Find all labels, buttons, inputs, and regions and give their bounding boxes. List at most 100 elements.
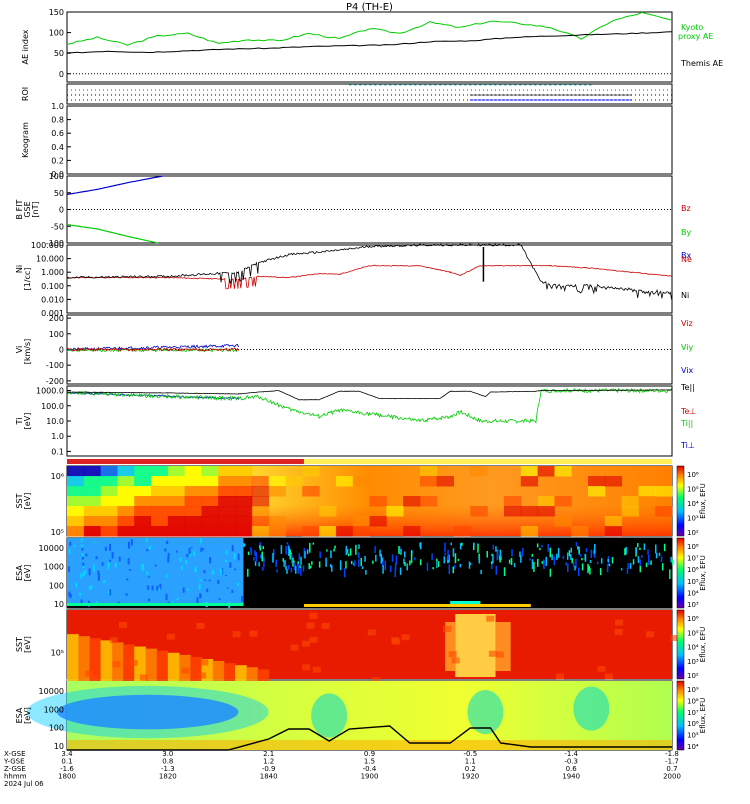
esa-ion-panel-texture [237,582,240,587]
esa-ion-panel-tail-noise [599,568,602,576]
esa-ion-panel-tail-noise [596,561,599,565]
esa-ion-panel-texture [81,556,84,560]
sst-ion-panel-cell [184,496,202,507]
b-fit-panel-ytick-label: 100 [49,172,64,181]
sst-ion-panel-cell [134,526,152,537]
sst-ion-panel-cell [386,506,404,517]
esa-ion-panel-texture [128,569,131,571]
esa-ion-panel-texture [224,560,227,563]
esa-ion-panel-texture [187,588,190,591]
sst-ion-panel-cell [218,516,236,527]
time-tick-y: 0.8 [162,758,173,766]
esa-ion-panel-tail-noise [556,553,558,561]
sst-electron-panel-colorbar-tick: 10⁵ [687,629,699,637]
sst-electron-panel-cell [100,640,113,710]
sst-ion-panel-cell [184,466,202,477]
keogram-panel-frame [66,105,673,175]
sst-electron-panel-texture [392,638,401,645]
sst-ion-panel-cell [100,526,118,537]
sst-ion-panel-cell [151,466,169,477]
esa-ion-panel-tail-noise [670,556,672,563]
esa-electron-panel-colorbar-tick: 10⁹ [687,686,699,694]
sst-ion-panel-cell [571,526,589,537]
sst-ion-panel-cell [335,526,354,537]
esa-ion-panel-texture [206,588,209,593]
time-tick-time: 1820 [159,773,177,781]
sst-ion-panel-cell [520,466,539,477]
esa-ion-panel-ytick-label: 10000 [39,544,64,553]
keogram-panel-ytick-label: 0.8 [51,116,64,125]
esa-ion-panel-tail-noise [302,565,305,572]
esa-ion-panel-texture [109,543,112,551]
sst-electron-panel-texture [196,622,205,629]
ae-index-panel-ytick-label: 0 [59,70,64,79]
sst-electron-panel-texture [198,672,207,679]
esa-ion-panel-tail-noise [276,569,278,573]
time-tick-z: -0.4 [363,765,377,773]
sst-ion-panel-cell [117,466,135,477]
esa-ion-panel-texture [85,553,88,557]
esa-ion-panel-texture [93,541,96,544]
sst-ion-panel-cell [67,496,85,507]
esa-ion-panel-texture [226,587,229,589]
esa-ion-panel-tail-noise [263,557,265,568]
sst-ion-panel-cell [67,526,85,537]
mode-bar-red [67,459,304,464]
esa-ion-panel-texture [109,559,112,562]
esa-ion-panel-texture [126,578,129,581]
axis-row-label: Z-GSE [4,765,26,773]
esa-ion-panel-tail-noise [346,548,349,554]
sst-electron-panel-texture [614,619,623,626]
sst-electron-panel-texture [309,636,318,643]
sst-ion-panel-cell [151,476,169,487]
esa-ion-panel-tail-noise [403,551,406,558]
esa-ion-panel-tail-noise [345,561,347,569]
roi-panel-ylabel: ROI [21,87,30,101]
esa-ion-panel-tail-noise [533,562,535,572]
esa-ion-panel-texture [167,601,170,604]
esa-ion-panel-tail-noise [577,546,579,550]
esa-ion-panel-tail-noise [661,563,664,571]
sst-electron-panel-texture [306,622,315,629]
sst-electron-panel-texture [232,631,241,638]
esa-ion-panel-tail-noise [247,568,249,577]
esa-ion-panel-texture [190,546,193,548]
roi-panel-frame [66,83,673,105]
legend-ni: Ni [681,291,689,300]
esa-ion-panel-tail-noise [294,564,297,568]
esa-ion-panel-texture [175,550,178,553]
esa-ion-panel-tail-noise [448,564,451,575]
density-panel-ytick-label: 0.010 [41,295,64,304]
sst-electron-panel-texture [301,640,310,647]
sst-electron-panel-colorbar-tick: 10³ [687,658,699,666]
time-tick-time: 2000 [663,773,681,781]
esa-ion-panel-texture [167,552,170,559]
sst-ion-panel-cell [537,506,555,517]
sst-ion-panel-cell [251,476,270,487]
legend-themis-ae: Themis AE [680,59,723,68]
density-panel-ytick-label: 0.100 [41,282,64,291]
esa-ion-panel-tail-noise [503,567,506,577]
esa-ion-panel-tail-noise [360,557,362,567]
axis-row-label: 2024 Jul 06 [4,780,44,788]
esa-ion-panel-tail-noise [272,552,274,563]
esa-ion-panel-tail-noise [547,543,549,552]
esa-ion-panel-texture [200,547,203,552]
esa-electron-panel-colorbar-tick: 10⁸ [687,697,699,705]
esa-ion-panel-tail-noise [522,548,524,557]
sst-ion-panel-cell [218,526,236,537]
esa-ion-panel-tail-noise [410,550,413,556]
esa-ion-panel-ytick-label: 100 [49,581,64,590]
esa-ion-panel-tail-noise [589,559,592,564]
sst-ion-panel-cell [251,526,270,537]
esa-ion-panel-texture [158,587,161,591]
esa-ion-panel-texture [199,538,202,544]
sst-ion-panel-cell [604,476,623,487]
time-tick-x: 3.0 [162,750,173,758]
sst-electron-panel-texture [109,637,118,644]
esa-ion-panel-tail-noise [469,562,472,566]
keogram-panel-ytick-label: 0.0 [51,170,64,179]
sst-ion-panel-cell [621,506,639,517]
esa-ion-panel-tail-noise [444,542,446,552]
sst-ion-panel-cell [134,496,152,507]
